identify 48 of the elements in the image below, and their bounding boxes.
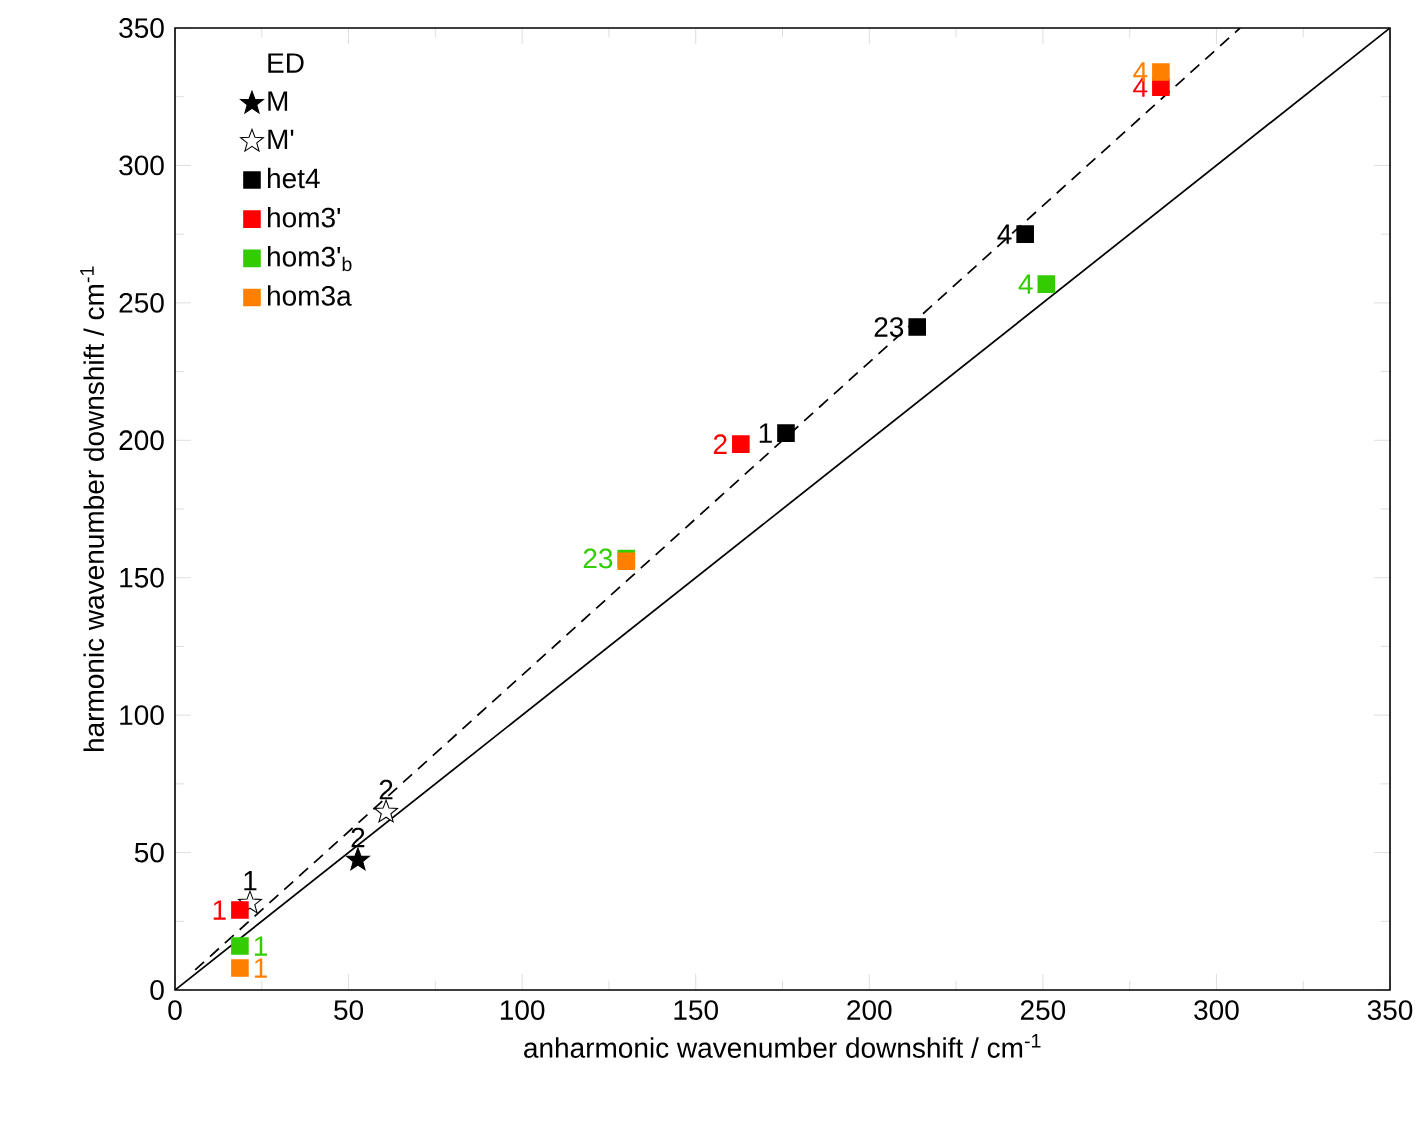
legend-label: hom3a bbox=[268, 285, 352, 306]
y-axis-title: harmonic wavenumber downshift / cm$^{-1}$ bbox=[80, 266, 105, 752]
point bbox=[1016, 225, 1034, 243]
y-tick-label: 100 bbox=[120, 705, 164, 726]
annotation: 23 bbox=[583, 548, 613, 569]
point bbox=[777, 424, 795, 442]
legend-label: hom3' bbox=[268, 206, 341, 228]
point bbox=[732, 435, 750, 453]
annotation: 2 bbox=[713, 434, 727, 454]
annotation: 1 bbox=[244, 871, 257, 891]
x-tick-label: 50 bbox=[334, 1000, 364, 1020]
x-tick-label: 200 bbox=[847, 1000, 892, 1020]
annotation: 1 bbox=[254, 936, 267, 956]
point bbox=[231, 937, 249, 955]
annotation: 23 bbox=[874, 317, 904, 337]
point bbox=[231, 959, 249, 977]
legend-label: het4 bbox=[268, 167, 320, 189]
annotation: 4 bbox=[997, 224, 1012, 244]
y-tick-label: 50 bbox=[134, 842, 164, 863]
y-tick-label: 250 bbox=[119, 292, 164, 313]
x-tick-label: 350 bbox=[1367, 1000, 1413, 1020]
annotation: 1 bbox=[213, 900, 226, 920]
y-tick-label: 150 bbox=[120, 567, 164, 588]
y-tick-label: 0 bbox=[150, 980, 164, 1000]
point bbox=[908, 318, 926, 336]
annotation: 2 bbox=[379, 779, 393, 800]
annotation: 2 bbox=[351, 827, 365, 848]
point bbox=[346, 847, 370, 871]
x-tick-label: 300 bbox=[1194, 1000, 1239, 1020]
legend-label: M bbox=[268, 91, 288, 111]
annotation: 4 bbox=[1018, 274, 1033, 294]
legend-label: M' bbox=[268, 129, 294, 149]
x-tick-label: 0 bbox=[168, 1000, 182, 1020]
point bbox=[374, 799, 399, 823]
y-tick-label: 350 bbox=[119, 18, 164, 38]
legend-label: hom3'$_{b}$ bbox=[268, 246, 352, 272]
x-tick-label: 150 bbox=[674, 1000, 718, 1020]
annotation: 1 bbox=[254, 958, 267, 978]
y-tick-label: 300 bbox=[119, 155, 164, 176]
point bbox=[231, 901, 249, 919]
x-tick-label: 250 bbox=[1020, 1000, 1066, 1020]
annotation: 1 bbox=[759, 423, 772, 443]
point bbox=[1152, 63, 1170, 81]
x-axis-title: anharmonic wavenumber downshift / cm$^{-1}$ bbox=[524, 1034, 1041, 1058]
x-tick-label: 100 bbox=[500, 1000, 545, 1020]
point bbox=[1037, 275, 1056, 293]
y-tick-label: 200 bbox=[119, 430, 164, 451]
legend-title: ED bbox=[268, 53, 304, 73]
